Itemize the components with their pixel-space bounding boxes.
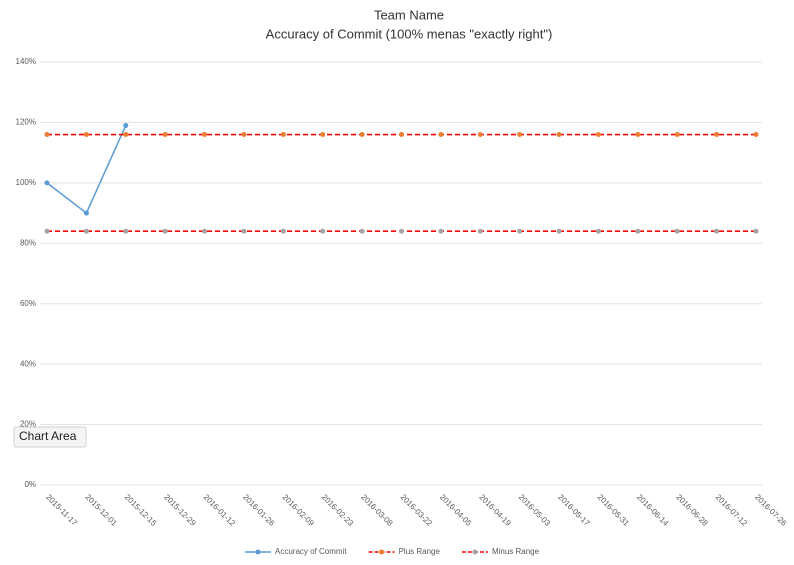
data-point [280,132,286,138]
tooltip-box [13,426,87,448]
data-point [517,228,523,234]
legend-marker [255,549,261,555]
data-point [556,132,562,138]
data-point [44,132,50,138]
legend-marker [472,549,478,555]
data-point [202,132,208,138]
y-tick-label: 80% [20,238,36,247]
legend-label: Plus Range [399,547,441,556]
data-point [83,132,89,138]
data-point [44,180,50,186]
data-point [399,132,404,138]
data-point [241,228,247,234]
data-point [477,132,483,138]
data-point [753,228,759,234]
y-tick-label: 40% [20,359,36,368]
data-point [556,228,562,234]
data-point [714,228,720,234]
data-point [83,228,89,234]
data-point [517,132,523,138]
data-point [44,228,50,234]
data-point [635,132,641,138]
chart-subtitle: Accuracy of Commit (100% menas "exactly … [266,26,553,41]
data-point [162,228,168,234]
y-tick-label: 20% [20,420,36,429]
data-point [635,228,641,234]
data-point [595,228,601,234]
data-point [123,122,129,128]
legend-label: Minus Range [492,547,540,556]
data-point [202,228,208,234]
data-point [595,132,601,138]
data-point [438,132,444,138]
data-point [320,132,326,138]
data-point [359,228,365,234]
data-point [674,132,680,138]
data-point [438,228,444,234]
y-tick-label: 0% [24,480,36,489]
data-point [123,132,129,138]
data-point [399,228,404,234]
data-point [280,228,286,234]
data-point [714,132,720,138]
data-point [241,132,247,138]
data-point [162,132,168,138]
y-tick-label: 100% [16,178,36,187]
data-point [123,228,129,234]
data-point [477,228,483,234]
data-point [359,132,365,138]
data-point [674,228,680,234]
data-point [320,228,326,234]
y-tick-label: 140% [16,57,36,66]
y-tick-label: 120% [16,118,36,127]
chart-title: Team Name [374,7,444,22]
data-point [753,132,759,138]
data-point [83,210,89,216]
y-tick-label: 60% [20,299,36,308]
legend-marker [379,549,385,555]
tooltip-text: Chart Area [19,429,77,443]
legend-label: Accuracy of Commit [275,547,347,556]
